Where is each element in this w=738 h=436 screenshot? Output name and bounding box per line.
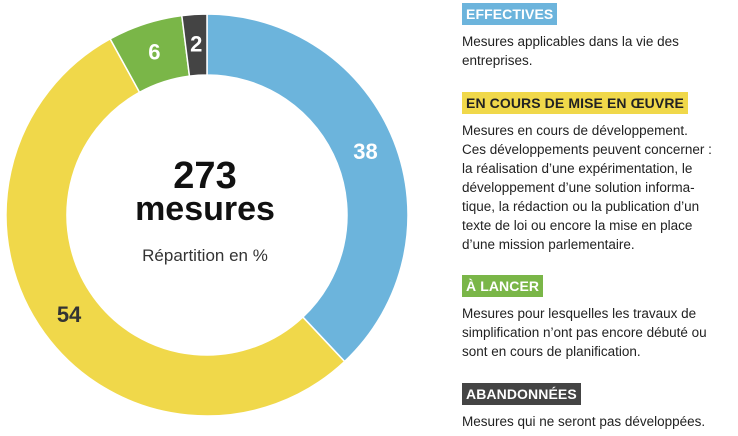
slice-abandonnees [180, 13, 208, 77]
donut-slice-labels: 38 54 6 2 [57, 32, 378, 327]
legend-desc-effectives: Mesures applicables dans la vie des entr… [462, 34, 679, 68]
slice-en-cours-de-mise-en-oeuvre [5, 37, 346, 417]
donut-chart: 38 54 6 2 273 mesures Répartition en % [5, 13, 409, 417]
legend-desc-abandonnees: Mesures qui ne seront pas développées. [462, 414, 706, 429]
center-total: 273 [173, 155, 236, 197]
slice-value-effectives: 38 [353, 139, 377, 164]
slice-value-abandonnees: 2 [190, 32, 202, 57]
slice-value-en-cours-de-mise-en-oeuvre: 54 [57, 302, 82, 327]
legend-tag-effectives: EFFECTIVES [462, 3, 558, 25]
slice-effectives [206, 13, 409, 363]
center-unit: mesures [135, 190, 275, 228]
legend-item-en-cours: EN COURS DE MISE EN ŒUVRE Mesures en cou… [462, 92, 734, 254]
legend-desc-en-cours: Mesures en cours de développement. Ces d… [462, 123, 712, 252]
legend-tag-en-cours: EN COURS DE MISE EN ŒUVRE [462, 92, 688, 114]
legend-tag-abandonnees: ABANDONNÉES [462, 383, 581, 405]
legend-item-abandonnees: ABANDONNÉES Mesures qui ne seront pas dé… [462, 383, 734, 431]
legend-desc-a-lancer: Mesures pour lesquelles les travaux de s… [462, 306, 707, 359]
legend-item-effectives: EFFECTIVES Mesures applicables dans la v… [462, 3, 734, 70]
legend-tag-a-lancer: À LANCER [462, 275, 544, 297]
slice-value-a-lancer: 6 [148, 40, 160, 65]
legend-item-a-lancer: À LANCER Mesures pour lesquelles les tra… [462, 275, 734, 361]
donut-slices [5, 13, 409, 417]
center-caption: Répartition en % [142, 246, 268, 265]
